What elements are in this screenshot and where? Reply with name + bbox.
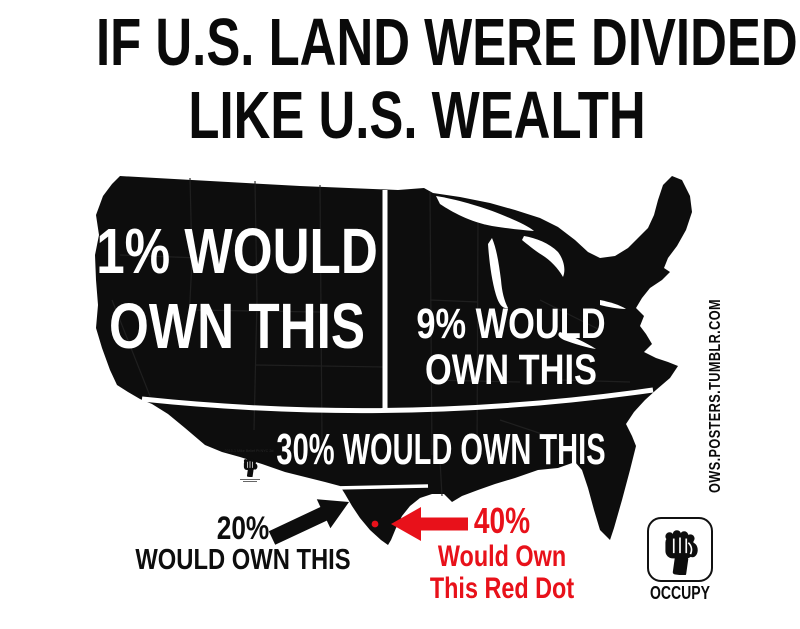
divider-horizontal — [141, 387, 654, 414]
black-arrow — [268, 499, 349, 545]
label-one-percent-line2: OWN THIS — [109, 290, 365, 362]
lake-ontario — [600, 300, 626, 309]
fine-print-stamp-lines — [240, 478, 260, 483]
occupy-logo-box — [647, 517, 713, 582]
label-twenty-percent-text: WOULD OWN THIS — [135, 544, 351, 576]
title-line-1: IF U.S. LAND WERE DIVIDED — [96, 5, 798, 80]
label-nine-percent: 9% WOULD OWN THIS — [416, 301, 605, 393]
divider-texas — [333, 484, 429, 490]
label-nine-percent-line2: OWN THIS — [425, 346, 597, 394]
label-twenty-percent-value: 20% — [216, 510, 270, 546]
poster-title: IF U.S. LAND WERE DIVIDED LIKE U.S. WEAL… — [0, 6, 800, 152]
label-nine-percent-line1: 9% WOULD — [416, 300, 606, 348]
tumblr-url-watermark: OWS.POSTERS.TUMBLR.COM — [707, 298, 724, 494]
us-map-silhouette — [95, 176, 692, 545]
lake-erie — [558, 332, 596, 349]
lake-michigan — [488, 238, 508, 309]
label-forty-percent-value: 40% — [473, 500, 531, 541]
region-dividers — [141, 190, 654, 490]
lake-huron — [522, 236, 565, 277]
label-one-percent: 1% WOULD OWN THIS — [96, 214, 378, 364]
label-forty-percent-text1: Would Own — [437, 540, 567, 573]
label-forty-percent-text2: This Red Dot — [429, 572, 575, 605]
mini-fist-icon — [243, 458, 258, 477]
title-line-2: LIKE U.S. WEALTH — [188, 78, 646, 153]
great-lakes — [436, 196, 626, 349]
fist-icon — [665, 529, 698, 575]
label-one-percent-line1: 1% WOULD — [96, 215, 378, 287]
label-thirty-percent: 30% WOULD OWN THIS — [276, 425, 606, 474]
red-dot — [371, 520, 379, 528]
fine-print-credit: 2010-1 Mike Belief Pt NYC 2d — [224, 448, 274, 453]
red-arrow — [391, 507, 468, 541]
occupy-label: OCCUPY — [649, 583, 711, 603]
lake-superior — [436, 196, 534, 231]
